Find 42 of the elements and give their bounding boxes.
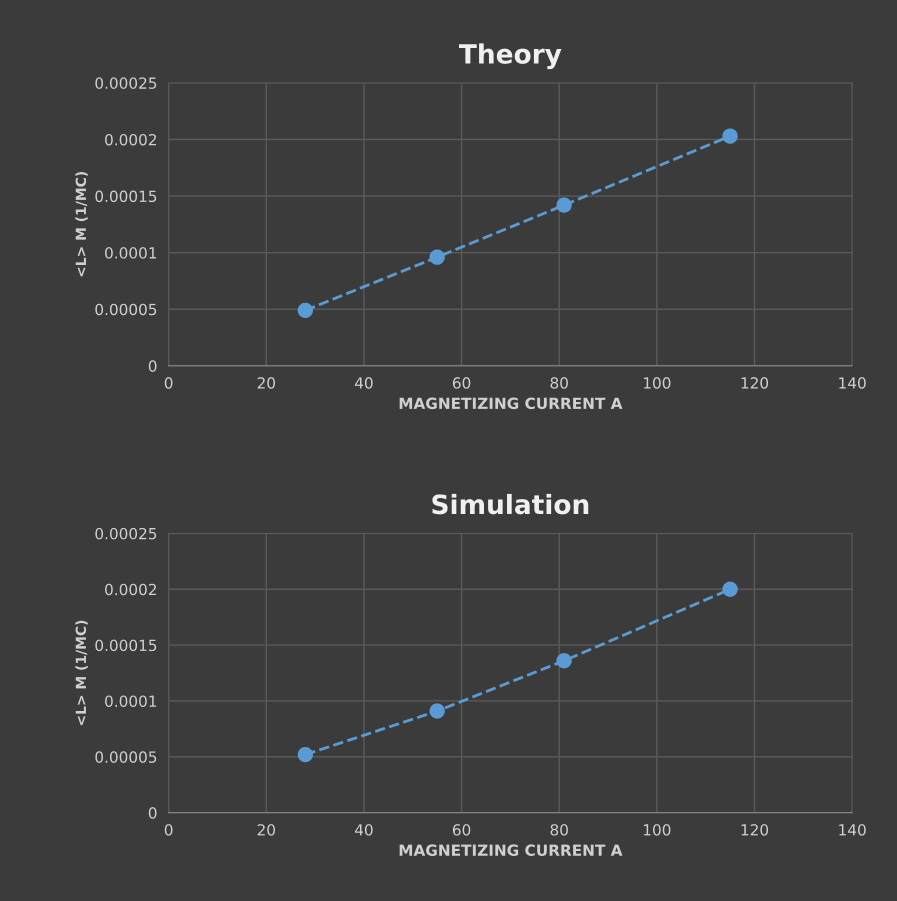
x-tick-label: 40 (354, 377, 373, 389)
chart-title: Simulation (432, 494, 588, 514)
x-tick-label: 60 (452, 824, 470, 836)
x-tick-label: 20 (258, 377, 275, 389)
y-tick-label: 0.0001 (105, 247, 156, 259)
x-tick-label: 140 (839, 377, 866, 389)
x-tick-label: 80 (550, 377, 568, 389)
x-tick-label: 140 (839, 824, 866, 836)
point (430, 250, 445, 265)
x-tick-label: 0 (164, 377, 172, 389)
y-tick-label: 0.00015 (95, 190, 156, 202)
point (298, 302, 313, 318)
y-tick-label: 0.00025 (95, 528, 156, 540)
x-tick-label: 80 (550, 824, 568, 836)
x-tick-label: 0 (164, 824, 172, 836)
point (430, 703, 445, 719)
y-tick-label: 0 (148, 807, 157, 819)
y-tick-label: 0.00005 (95, 751, 156, 763)
y-tick-label: 0.0001 (105, 695, 156, 707)
point (722, 128, 738, 144)
point (722, 582, 738, 597)
chart-title: Theory (459, 43, 562, 70)
y-tick-label: 0.00025 (95, 77, 156, 89)
x-tick-label: 60 (452, 377, 470, 389)
y-tick-label: 0.00005 (95, 304, 156, 316)
y-axis-title: <L> M (1/MC) (75, 620, 88, 726)
y-axis-title: <L> M (1/MC) (75, 172, 88, 276)
x-axis-title: MAGNETIZING CURRENT A (400, 398, 622, 410)
x-tick-label: 120 (742, 377, 768, 389)
point (556, 653, 572, 668)
x-axis-title: MAGNETIZING CURRENT A (400, 844, 622, 856)
y-tick-label: 0.0002 (105, 584, 156, 596)
x-tick-label: 100 (644, 377, 670, 389)
point (556, 197, 572, 213)
x-tick-label: 100 (644, 824, 670, 836)
x-tick-label: 120 (742, 824, 768, 836)
x-tick-label: 20 (258, 824, 275, 836)
y-tick-label: 0.0002 (105, 134, 156, 146)
point (298, 746, 313, 762)
y-tick-label: 0 (148, 360, 157, 372)
x-tick-label: 40 (354, 824, 373, 836)
y-tick-label: 0.00015 (95, 640, 156, 652)
